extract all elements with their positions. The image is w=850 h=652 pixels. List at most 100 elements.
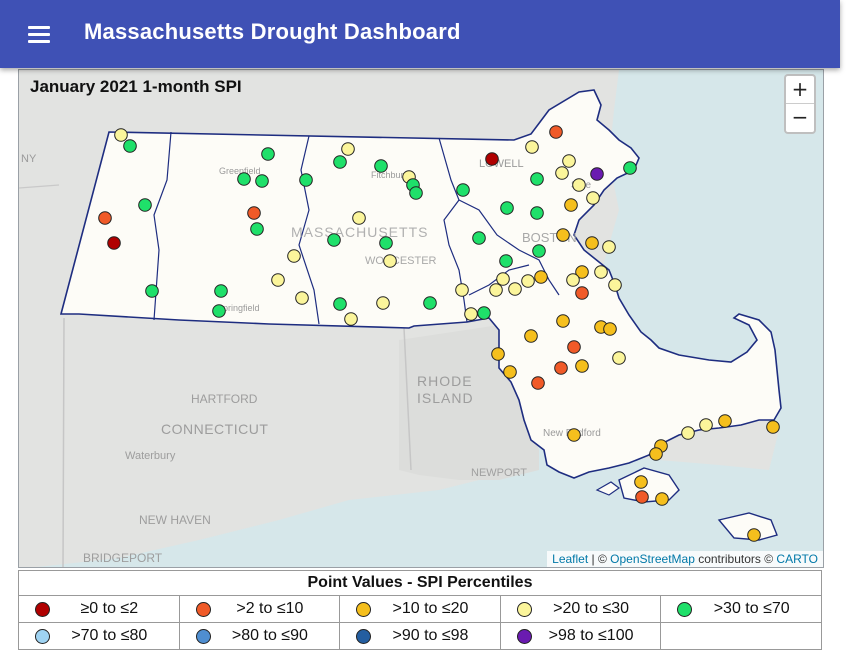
station-point[interactable] <box>608 278 622 292</box>
station-point[interactable] <box>237 172 251 186</box>
carto-link[interactable]: CARTO <box>776 552 818 566</box>
station-point[interactable] <box>575 265 589 279</box>
station-point[interactable] <box>327 233 341 247</box>
station-point[interactable] <box>590 167 604 181</box>
station-point[interactable] <box>409 186 423 200</box>
station-point[interactable] <box>344 312 358 326</box>
station-point[interactable] <box>214 284 228 298</box>
station-point[interactable] <box>575 286 589 300</box>
station-point[interactable] <box>489 283 503 297</box>
station-point[interactable] <box>352 211 366 225</box>
label-connecticut: CONNECTICUT <box>161 421 268 437</box>
station-point[interactable] <box>554 361 568 375</box>
station-point[interactable] <box>477 306 491 320</box>
station-point[interactable] <box>485 152 499 166</box>
station-point[interactable] <box>287 249 301 263</box>
station-point[interactable] <box>114 128 128 142</box>
station-point[interactable] <box>271 273 285 287</box>
leaflet-link[interactable]: Leaflet <box>552 552 589 566</box>
menu-icon[interactable] <box>22 18 56 52</box>
station-point[interactable] <box>681 426 695 440</box>
station-point[interactable] <box>250 222 264 236</box>
station-point[interactable] <box>524 329 538 343</box>
station-point[interactable] <box>562 154 576 168</box>
station-point[interactable] <box>634 475 648 489</box>
label-rhode: RHODE <box>417 373 473 389</box>
station-point[interactable] <box>635 490 649 504</box>
station-point[interactable] <box>98 211 112 225</box>
station-point[interactable] <box>255 174 269 188</box>
station-point[interactable] <box>376 296 390 310</box>
station-point[interactable] <box>575 359 589 373</box>
station-point[interactable] <box>491 347 505 361</box>
station-point[interactable] <box>521 274 535 288</box>
station-point[interactable] <box>572 178 586 192</box>
station-point[interactable] <box>530 206 544 220</box>
zoom-control: + − <box>784 74 816 134</box>
label-bridgeport: BRIDGEPORT <box>83 551 163 565</box>
station-point[interactable] <box>145 284 159 298</box>
station-point[interactable] <box>333 155 347 169</box>
station-points[interactable] <box>98 125 780 542</box>
station-point[interactable] <box>747 528 761 542</box>
station-point[interactable] <box>261 147 275 161</box>
station-point[interactable] <box>374 159 388 173</box>
station-point[interactable] <box>699 418 713 432</box>
station-point[interactable] <box>383 254 397 268</box>
station-point[interactable] <box>603 322 617 336</box>
osm-link[interactable]: OpenStreetMap <box>610 552 695 566</box>
station-point[interactable] <box>530 172 544 186</box>
station-point[interactable] <box>123 139 137 153</box>
station-point[interactable] <box>555 166 569 180</box>
station-point[interactable] <box>556 228 570 242</box>
station-point[interactable] <box>585 236 599 250</box>
station-point[interactable] <box>464 307 478 321</box>
station-point[interactable] <box>496 272 510 286</box>
station-point[interactable] <box>472 231 486 245</box>
zoom-out-button[interactable]: − <box>791 105 809 129</box>
station-point[interactable] <box>718 414 732 428</box>
zoom-in-button[interactable]: + <box>786 76 814 104</box>
legend-swatch <box>35 628 50 644</box>
station-point[interactable] <box>567 428 581 442</box>
station-point[interactable] <box>333 297 347 311</box>
station-point[interactable] <box>567 340 581 354</box>
station-point[interactable] <box>586 191 600 205</box>
station-point[interactable] <box>549 125 563 139</box>
station-point[interactable] <box>556 314 570 328</box>
station-point[interactable] <box>341 142 355 156</box>
station-point[interactable] <box>379 236 393 250</box>
station-point[interactable] <box>247 206 261 220</box>
region-line <box>153 131 172 321</box>
region-line <box>298 135 320 325</box>
station-point[interactable] <box>508 282 522 296</box>
station-point[interactable] <box>503 365 517 379</box>
label-island: ISLAND <box>417 390 474 406</box>
station-point[interactable] <box>623 161 637 175</box>
station-point[interactable] <box>649 447 663 461</box>
station-point[interactable] <box>612 351 626 365</box>
station-point[interactable] <box>525 140 539 154</box>
station-point[interactable] <box>456 183 470 197</box>
station-point[interactable] <box>295 291 309 305</box>
station-point[interactable] <box>299 173 313 187</box>
map-canvas[interactable]: NY Greenfield Fitchburg LOWELL Sale MASS… <box>19 70 824 568</box>
map[interactable]: NY Greenfield Fitchburg LOWELL Sale MASS… <box>18 69 824 568</box>
station-point[interactable] <box>566 273 580 287</box>
station-point[interactable] <box>594 265 608 279</box>
station-point[interactable] <box>602 240 616 254</box>
station-point[interactable] <box>212 304 226 318</box>
station-point[interactable] <box>531 376 545 390</box>
legend-swatch <box>195 601 211 617</box>
station-point[interactable] <box>138 198 152 212</box>
station-point[interactable] <box>500 201 514 215</box>
station-point[interactable] <box>655 492 669 506</box>
station-point[interactable] <box>532 244 546 258</box>
station-point[interactable] <box>107 236 121 250</box>
station-point[interactable] <box>534 270 548 284</box>
station-point[interactable] <box>423 296 437 310</box>
station-point[interactable] <box>499 254 513 268</box>
station-point[interactable] <box>766 420 780 434</box>
station-point[interactable] <box>455 283 469 297</box>
station-point[interactable] <box>564 198 578 212</box>
